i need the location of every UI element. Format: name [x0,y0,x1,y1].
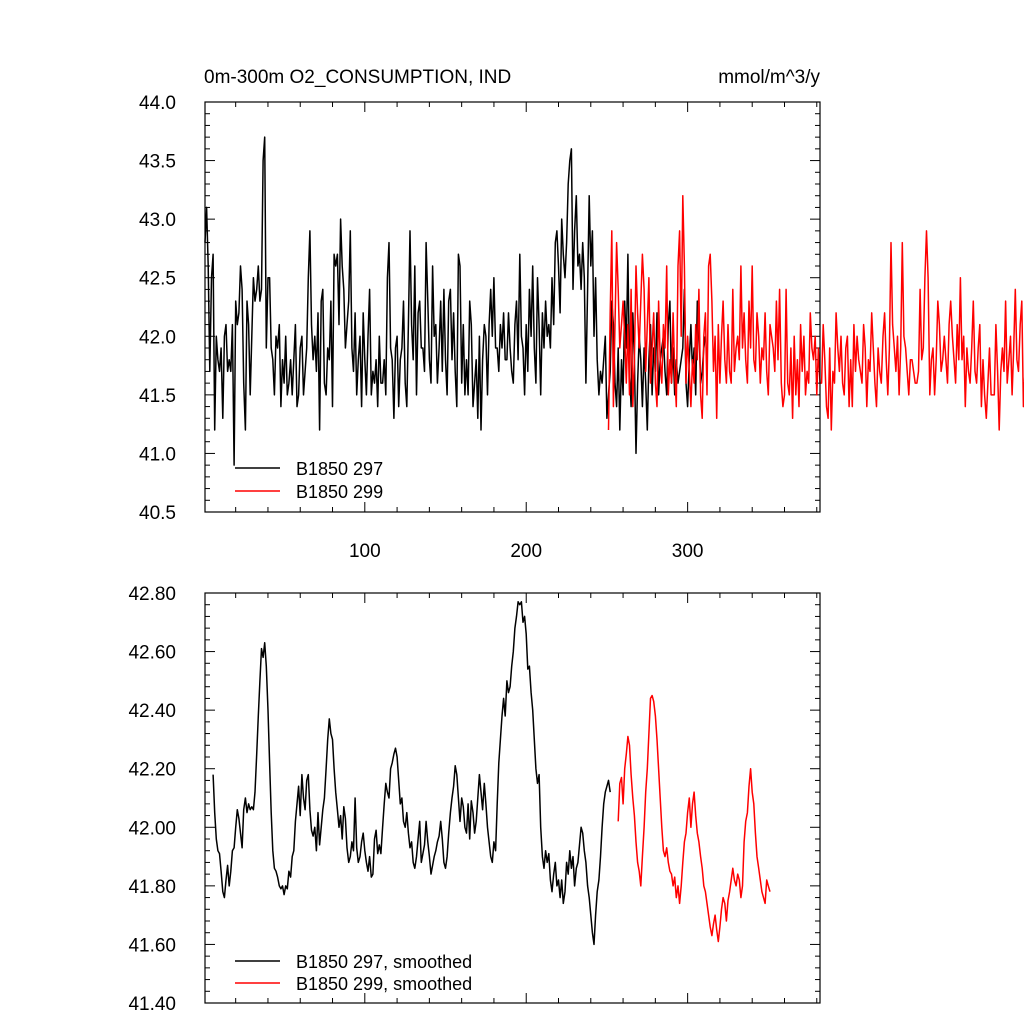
bottom-legend: B1850 297, smoothed B1850 299, smoothed [235,952,472,994]
legend-label-b1850-299-smoothed: B1850 299, smoothed [296,974,472,994]
y-tick-label: 43.5 [139,152,176,173]
series-line-b1850-299 [607,194,1024,431]
top-panel: 0m-300m O2_CONSUMPTION, IND mmol/m^3/y 4… [139,67,1024,562]
y-tick-label: 41.5 [139,386,176,407]
top-series-lines [204,136,1024,466]
y-tick-label: 43.0 [139,210,176,231]
chart-title: 0m-300m O2_CONSUMPTION, IND [204,67,511,88]
y-tick-label: 42.00 [128,818,176,839]
y-tick-label: 42.80 [128,584,176,605]
y-tick-label: 42.5 [139,269,176,290]
y-tick-label: 41.40 [128,994,176,1015]
y-tick-label: 42.20 [128,760,176,781]
y-tick-label: 42.60 [128,643,176,664]
bottom-series-lines [212,601,771,946]
y-tick-label: 44.0 [139,93,176,114]
bottom-panel: 41.40 41.60 41.80 42.00 42.20 42.40 42.60 42.80… [128,584,821,1015]
series-line-b1850-297 [204,136,707,466]
top-legend: B1850 297 B1850 299 [235,459,383,502]
bottom-plot-frame [204,592,821,1004]
top-axis-ticks: 40.5 41.0 41.5 42.0 42.5 43.0 43.5 44.0 100 200 30… [139,93,820,562]
bottom-axis-ticks: 41.40 41.60 41.80 42.00 42.20 42.40 42.60 42.80 [128,584,820,1015]
x-tick-label: 200 [510,541,542,562]
x-tick-label: 100 [349,541,381,562]
y-tick-label: 40.5 [139,503,176,524]
top-plot-frame [204,101,821,513]
legend-label-b1850-297: B1850 297 [296,459,383,479]
x-tick-label: 300 [672,541,704,562]
legend-label-b1850-299: B1850 299 [296,482,383,502]
y-tick-label: 41.0 [139,444,176,465]
y-tick-label: 41.60 [128,935,176,956]
series-line-b1850-299-smoothed [617,694,771,943]
y-tick-label: 41.80 [128,877,176,898]
series-line-b1850-297-smoothed [212,601,611,946]
chart-units: mmol/m^3/y [718,67,820,88]
legend-label-b1850-297-smoothed: B1850 297, smoothed [296,952,472,972]
y-tick-label: 42.40 [128,701,176,722]
y-tick-label: 42.0 [139,327,176,348]
